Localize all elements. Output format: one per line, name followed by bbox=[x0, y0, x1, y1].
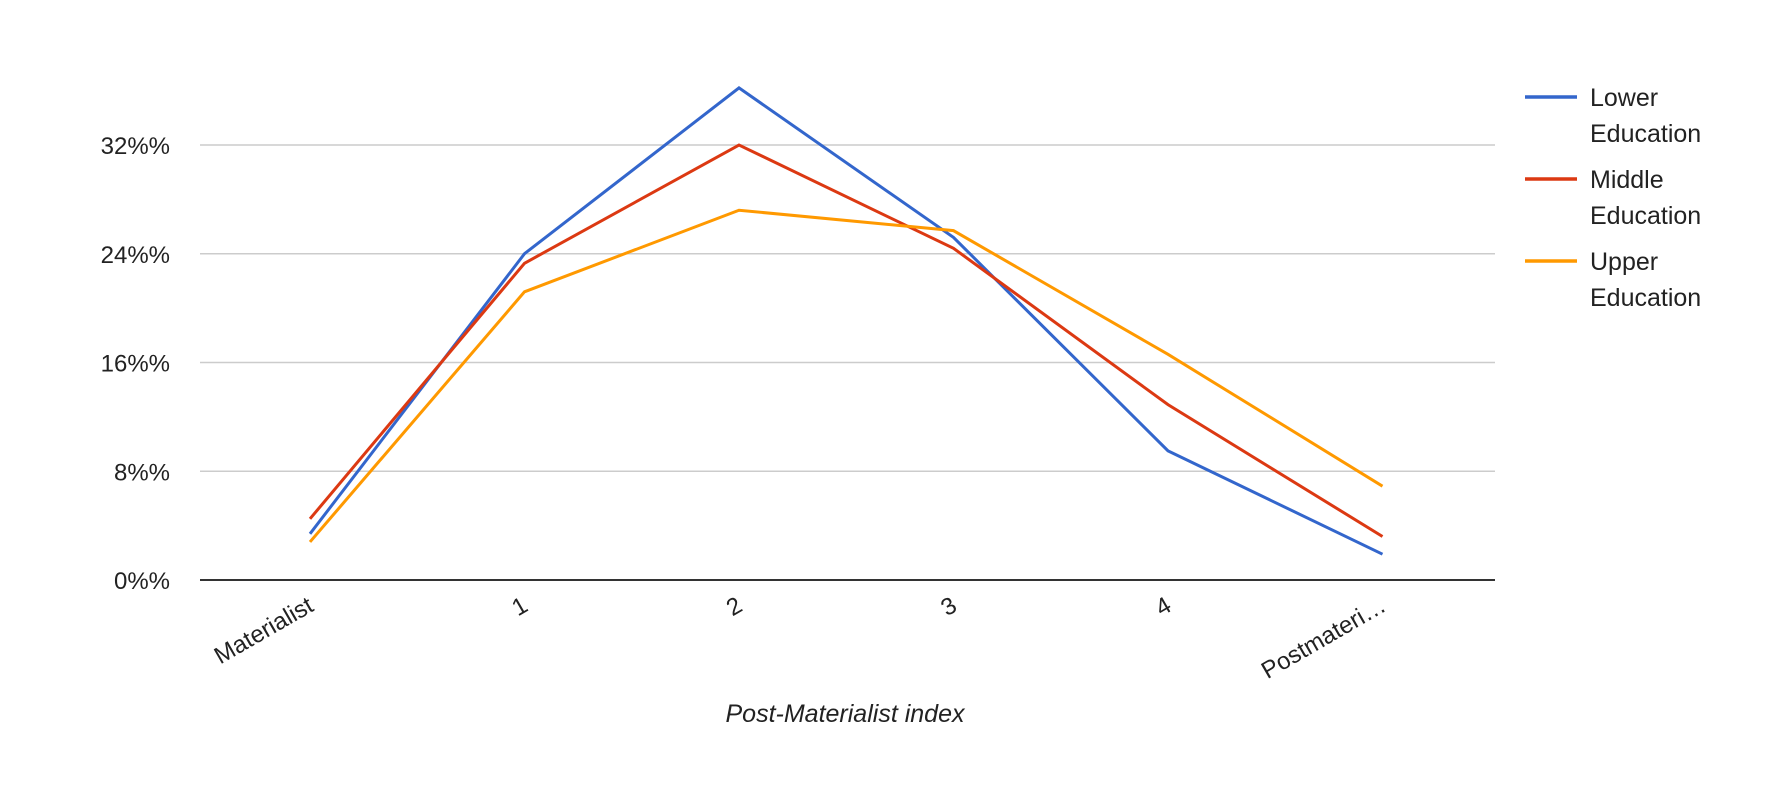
series-line bbox=[308, 143, 1384, 538]
legend: Lower Education Middle Education Upper Educat… bbox=[1525, 84, 1701, 312]
x-axis-ticks: Materialist 1 2 3 4 Postmateri… bbox=[210, 592, 1391, 685]
x-tick-label: Postmateri… bbox=[1257, 592, 1391, 685]
legend-label: Lower Education bbox=[1590, 84, 1701, 148]
x-tick-label: 1 bbox=[507, 592, 532, 622]
y-axis-ticks: 0%% 8%% 16%% 24%% 32%% bbox=[101, 133, 170, 595]
x-axis-title: Post-Materialist index bbox=[726, 700, 966, 728]
y-tick-label: 16%% bbox=[101, 351, 170, 378]
y-tick-label: 24%% bbox=[101, 242, 170, 269]
legend-item: Middle Education bbox=[1525, 166, 1701, 230]
legend-item: Lower Education bbox=[1525, 84, 1701, 148]
legend-label: Upper Education bbox=[1590, 248, 1701, 312]
x-tick-label: 3 bbox=[936, 592, 961, 622]
series-line bbox=[308, 208, 1384, 543]
legend-item: Upper Education bbox=[1525, 248, 1701, 312]
x-tick-label: Materialist bbox=[210, 592, 318, 670]
series-line bbox=[308, 86, 1384, 556]
y-tick-label: 0%% bbox=[114, 568, 170, 595]
y-tick-label: 8%% bbox=[114, 459, 170, 486]
series-lines bbox=[308, 86, 1384, 556]
y-tick-label: 32%% bbox=[101, 133, 170, 160]
x-tick-label: 2 bbox=[722, 592, 747, 622]
legend-label: Middle Education bbox=[1590, 166, 1701, 230]
x-tick-label: 4 bbox=[1151, 592, 1176, 622]
